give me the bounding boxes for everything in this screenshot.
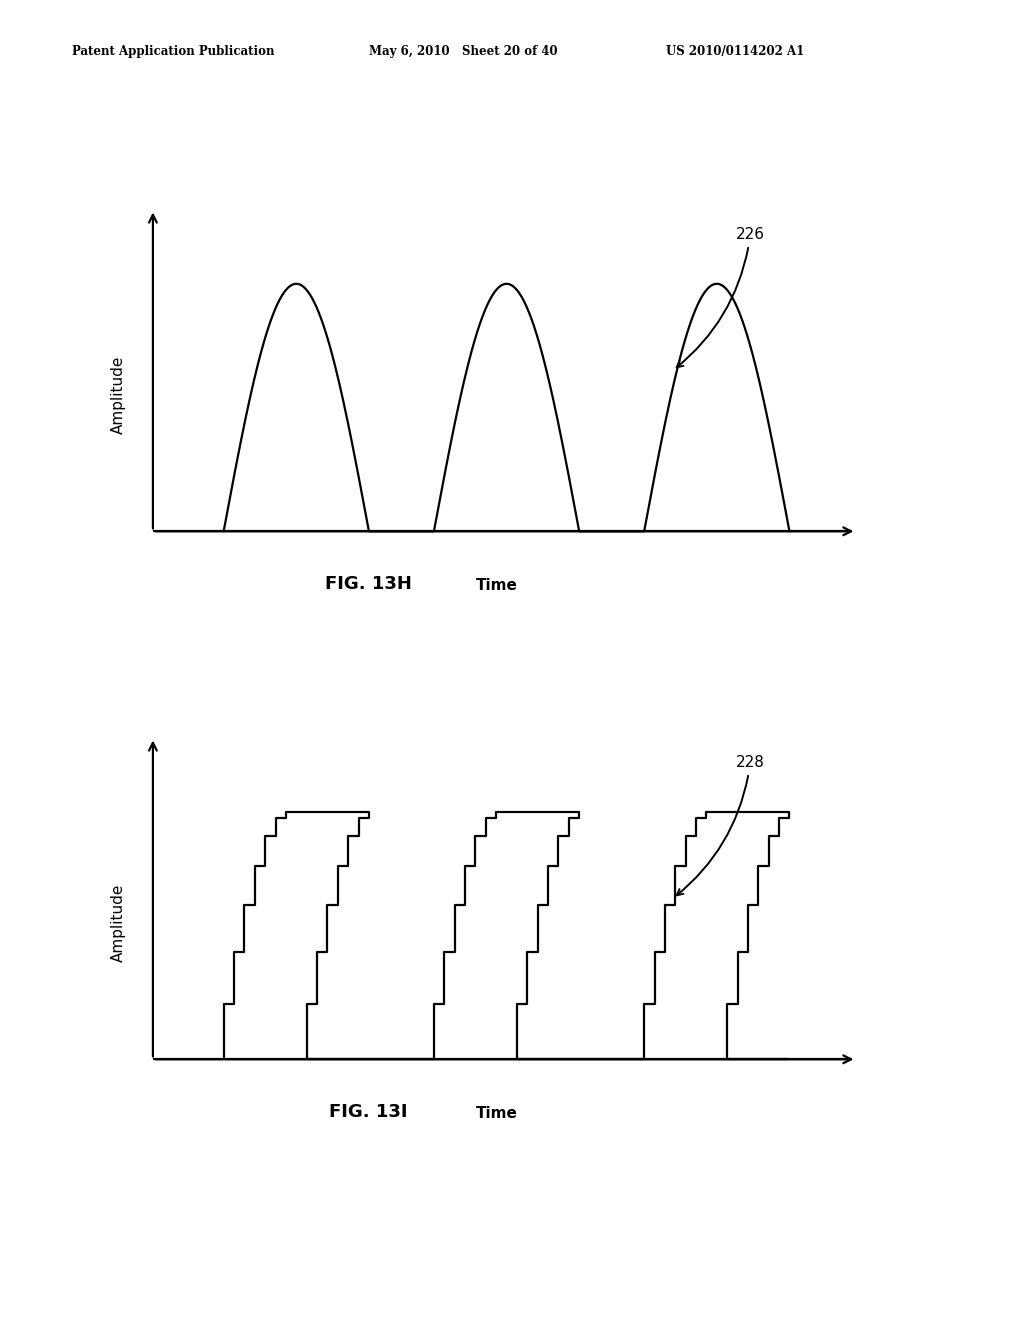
Text: Amplitude: Amplitude <box>111 356 126 434</box>
Text: Amplitude: Amplitude <box>111 884 126 962</box>
Text: 226: 226 <box>677 227 765 367</box>
Text: 228: 228 <box>677 755 765 895</box>
Text: FIG. 13H: FIG. 13H <box>326 574 412 593</box>
Text: Patent Application Publication: Patent Application Publication <box>72 45 274 58</box>
Text: US 2010/0114202 A1: US 2010/0114202 A1 <box>666 45 804 58</box>
Text: Time: Time <box>476 578 518 593</box>
Text: Time: Time <box>476 1106 518 1121</box>
Text: FIG. 13I: FIG. 13I <box>330 1102 408 1121</box>
Text: May 6, 2010   Sheet 20 of 40: May 6, 2010 Sheet 20 of 40 <box>369 45 557 58</box>
